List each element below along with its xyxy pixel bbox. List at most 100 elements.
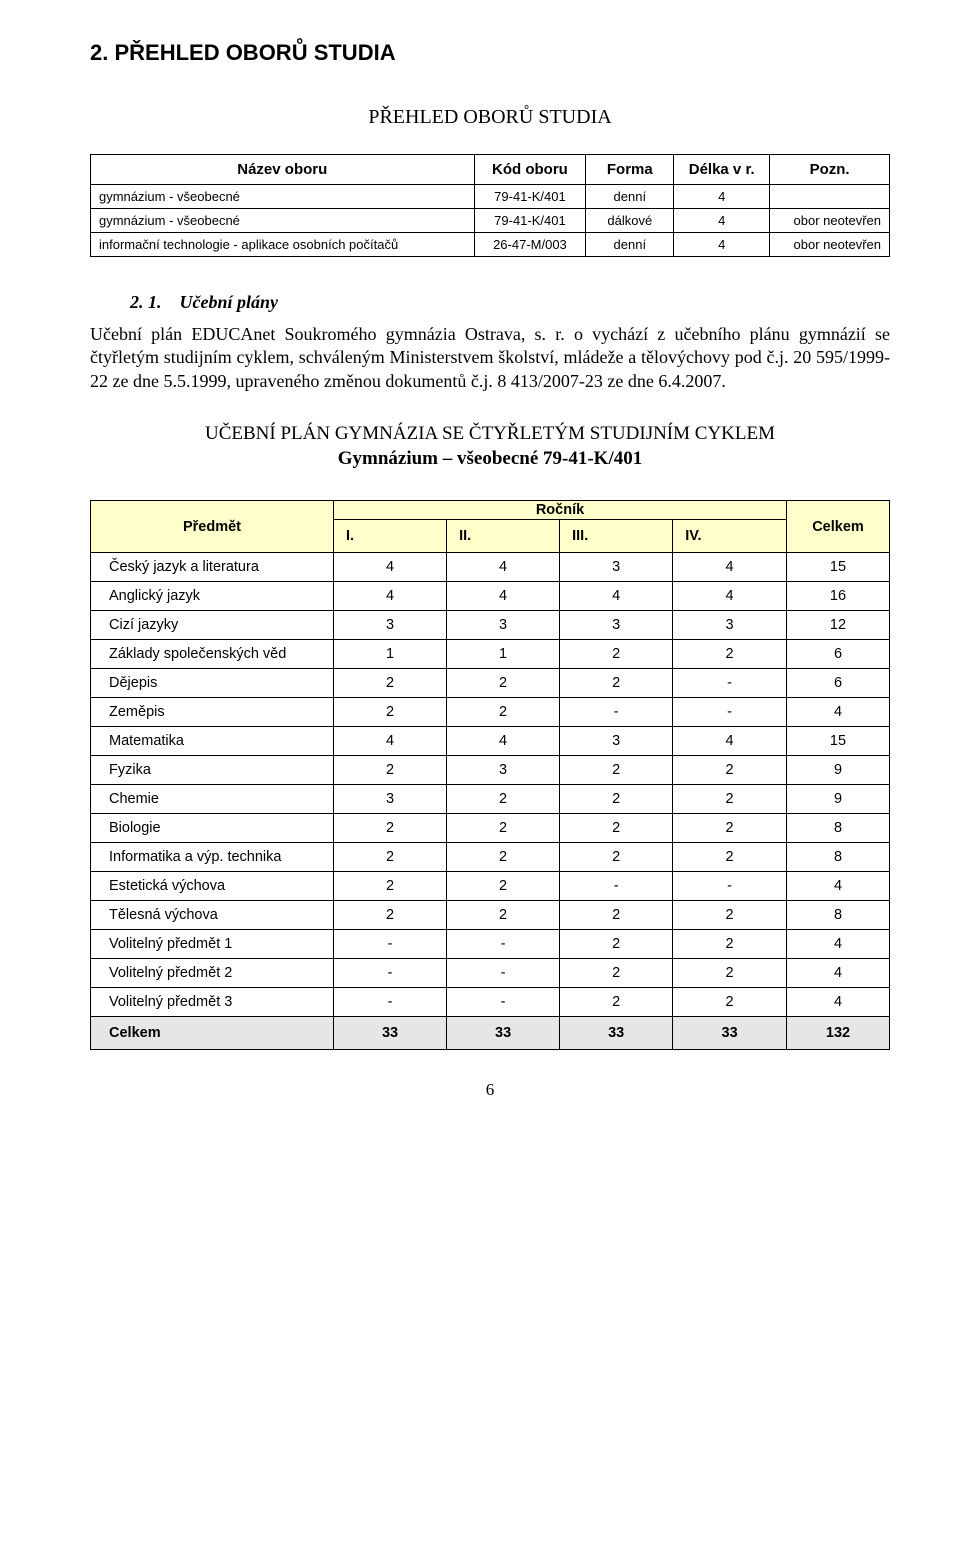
- overview-header-cell: Pozn.: [770, 155, 890, 185]
- curriculum-value-cell: -: [447, 930, 560, 959]
- curriculum-subject-cell: Volitelný předmět 1: [91, 930, 334, 959]
- curriculum-total-cell: 8: [787, 901, 890, 930]
- curriculum-value-cell: 2: [447, 872, 560, 901]
- curriculum-subject-cell: Tělesná výchova: [91, 901, 334, 930]
- curriculum-col-total: Celkem: [787, 501, 890, 553]
- curriculum-year-header: III.: [560, 520, 673, 553]
- curriculum-value-cell: -: [447, 959, 560, 988]
- curriculum-table: Předmět Ročník Celkem I.II.III.IV. Český…: [90, 500, 890, 1050]
- paragraph-heading: 2. 1. Učební plány: [130, 292, 890, 313]
- curriculum-total-value: 33: [447, 1017, 560, 1050]
- curriculum-value-cell: 2: [334, 669, 447, 698]
- overview-cell: denní: [586, 233, 674, 257]
- table-row: Chemie32229: [91, 785, 890, 814]
- curriculum-value-cell: 2: [673, 959, 787, 988]
- curriculum-subject-cell: Fyzika: [91, 756, 334, 785]
- curriculum-value-cell: 2: [560, 988, 673, 1017]
- section-subheading: PŘEHLED OBORŮ STUDIA: [90, 106, 890, 129]
- curriculum-total-value: 33: [673, 1017, 787, 1050]
- curriculum-value-cell: 2: [673, 785, 787, 814]
- overview-cell: gymnázium - všeobecné: [91, 185, 475, 209]
- paragraph-body: Učební plán EDUCAnet Soukromého gymnázia…: [90, 323, 890, 393]
- curriculum-value-cell: 2: [673, 843, 787, 872]
- curriculum-subject-cell: Informatika a výp. technika: [91, 843, 334, 872]
- curriculum-value-cell: 2: [560, 843, 673, 872]
- overview-cell: 4: [674, 233, 770, 257]
- curriculum-value-cell: 3: [560, 727, 673, 756]
- curriculum-subject-cell: Matematika: [91, 727, 334, 756]
- curriculum-value-cell: 4: [334, 727, 447, 756]
- curriculum-value-cell: 3: [447, 756, 560, 785]
- curriculum-value-cell: 2: [334, 901, 447, 930]
- curriculum-subject-cell: Estetická výchova: [91, 872, 334, 901]
- curriculum-value-cell: 2: [560, 756, 673, 785]
- curriculum-value-cell: 2: [560, 959, 673, 988]
- curriculum-subject-cell: Základy společenských věd: [91, 640, 334, 669]
- table-row: Volitelný předmět 1--224: [91, 930, 890, 959]
- curriculum-value-cell: 2: [447, 901, 560, 930]
- curriculum-value-cell: -: [673, 698, 787, 727]
- curriculum-value-cell: -: [560, 872, 673, 901]
- curriculum-value-cell: 4: [447, 727, 560, 756]
- table-row: Český jazyk a literatura443415: [91, 553, 890, 582]
- overview-cell: obor neotevřen: [770, 209, 890, 233]
- curriculum-value-cell: 2: [560, 785, 673, 814]
- overview-cell: 4: [674, 185, 770, 209]
- curriculum-subject-cell: Dějepis: [91, 669, 334, 698]
- curriculum-total-cell: 15: [787, 553, 890, 582]
- curriculum-value-cell: 3: [447, 611, 560, 640]
- curriculum-value-cell: 4: [334, 553, 447, 582]
- overview-cell: obor neotevřen: [770, 233, 890, 257]
- curriculum-value-cell: 2: [447, 843, 560, 872]
- curriculum-col-year-group: Ročník: [334, 501, 787, 520]
- overview-cell: [770, 185, 890, 209]
- overview-header-cell: Délka v r.: [674, 155, 770, 185]
- overview-cell: 79-41-K/401: [474, 185, 586, 209]
- curriculum-value-cell: 3: [334, 785, 447, 814]
- table-row: Cizí jazyky333312: [91, 611, 890, 640]
- curriculum-total-cell: 15: [787, 727, 890, 756]
- overview-cell: dálkové: [586, 209, 674, 233]
- curriculum-value-cell: 2: [447, 669, 560, 698]
- curriculum-value-cell: 4: [334, 582, 447, 611]
- curriculum-year-header: I.: [334, 520, 447, 553]
- overview-header-cell: Forma: [586, 155, 674, 185]
- curriculum-total-cell: 8: [787, 843, 890, 872]
- table-row: Matematika443415: [91, 727, 890, 756]
- curriculum-total-cell: 4: [787, 959, 890, 988]
- curriculum-value-cell: 3: [673, 611, 787, 640]
- curriculum-value-cell: -: [560, 698, 673, 727]
- curriculum-total-cell: 9: [787, 785, 890, 814]
- curriculum-subject-cell: Anglický jazyk: [91, 582, 334, 611]
- curriculum-subtitle: Gymnázium – všeobecné 79-41-K/401: [90, 448, 890, 470]
- overview-header-cell: Kód oboru: [474, 155, 586, 185]
- curriculum-total-cell: 6: [787, 640, 890, 669]
- page-number: 6: [90, 1080, 890, 1100]
- table-row: Estetická výchova22--4: [91, 872, 890, 901]
- table-row: Volitelný předmět 2--224: [91, 959, 890, 988]
- curriculum-col-subject: Předmět: [91, 501, 334, 553]
- curriculum-total-cell: 4: [787, 988, 890, 1017]
- curriculum-value-cell: -: [447, 988, 560, 1017]
- curriculum-value-cell: 3: [560, 553, 673, 582]
- paragraph-heading-num: 2. 1.: [130, 292, 162, 312]
- curriculum-value-cell: 2: [673, 814, 787, 843]
- curriculum-total-cell: 12: [787, 611, 890, 640]
- table-row: Základy společenských věd11226: [91, 640, 890, 669]
- curriculum-year-header: IV.: [673, 520, 787, 553]
- curriculum-value-cell: 2: [334, 843, 447, 872]
- curriculum-value-cell: 2: [334, 756, 447, 785]
- table-row: gymnázium - všeobecné79-41-K/401dálkové4…: [91, 209, 890, 233]
- curriculum-value-cell: 3: [560, 611, 673, 640]
- overview-table: Název oboruKód oboruFormaDélka v r.Pozn.…: [90, 154, 890, 257]
- paragraph-heading-text: Učební plány: [180, 292, 279, 312]
- curriculum-value-cell: -: [334, 988, 447, 1017]
- curriculum-subject-cell: Volitelný předmět 2: [91, 959, 334, 988]
- table-row: informační technologie - aplikace osobní…: [91, 233, 890, 257]
- curriculum-total-row: Celkem33333333132: [91, 1017, 890, 1050]
- curriculum-total-value: 33: [560, 1017, 673, 1050]
- curriculum-grand-total: 132: [787, 1017, 890, 1050]
- curriculum-value-cell: 2: [447, 814, 560, 843]
- curriculum-total-cell: 4: [787, 698, 890, 727]
- table-row: Tělesná výchova22228: [91, 901, 890, 930]
